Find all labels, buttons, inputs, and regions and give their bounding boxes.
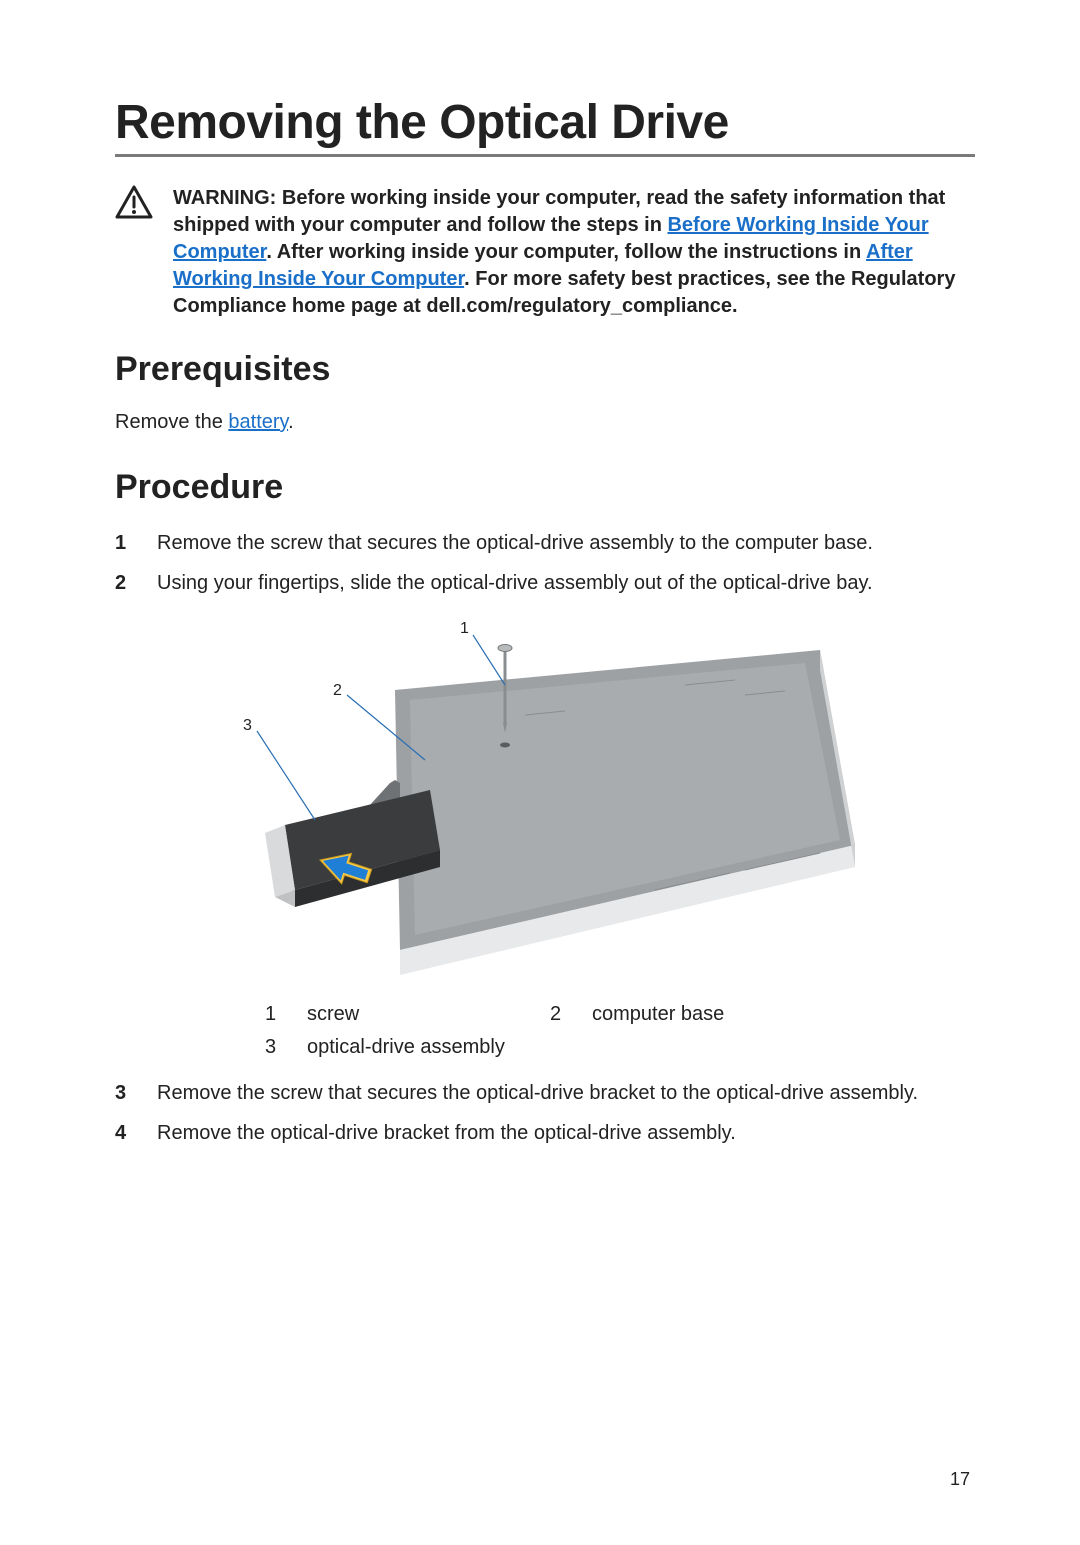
prerequisite-line: Remove the battery. <box>115 411 975 434</box>
step-text: Remove the optical-drive bracket from th… <box>157 1119 736 1147</box>
procedure-step: 2 Using your fingertips, slide the optic… <box>115 569 975 597</box>
figure-diagram: 1 2 3 <box>115 615 975 985</box>
step-text: Remove the screw that secures the optica… <box>157 1079 918 1107</box>
prereq-before: Remove the <box>115 411 228 433</box>
link-battery[interactable]: battery <box>228 411 288 433</box>
procedure-step: 4 Remove the optical-drive bracket from … <box>115 1119 975 1147</box>
callout-3: 3 <box>243 717 252 734</box>
page-number: 17 <box>950 1469 970 1490</box>
step-number: 3 <box>115 1079 139 1107</box>
prereq-after: . <box>288 411 294 433</box>
legend-label: computer base <box>592 1003 825 1026</box>
legend-num: 3 <box>265 1036 297 1059</box>
legend-label: screw <box>307 1003 540 1026</box>
step-number: 4 <box>115 1119 139 1147</box>
procedure-step: 1 Remove the screw that secures the opti… <box>115 529 975 557</box>
warning-prefix: WARNING: <box>173 187 282 209</box>
warning-block: WARNING: Before working inside your comp… <box>115 185 975 320</box>
warning-icon <box>115 185 155 320</box>
legend-num: 1 <box>265 1003 297 1026</box>
legend-label: optical-drive assembly <box>307 1036 540 1059</box>
procedure-list: 1 Remove the screw that secures the opti… <box>115 529 975 597</box>
step-text: Remove the screw that secures the optica… <box>157 529 873 557</box>
procedure-step: 3 Remove the screw that secures the opti… <box>115 1079 975 1107</box>
warning-part2: . After working inside your computer, fo… <box>266 241 866 263</box>
legend-num: 2 <box>550 1003 582 1026</box>
callout-1: 1 <box>460 620 469 637</box>
step-number: 1 <box>115 529 139 557</box>
section-prerequisites: Prerequisites <box>115 350 975 389</box>
step-text: Using your fingertips, slide the optical… <box>157 569 873 597</box>
page-title: Removing the Optical Drive <box>115 95 975 157</box>
figure-legend: 1 screw 2 computer base 3 optical-drive … <box>265 1003 825 1059</box>
callout-2: 2 <box>333 682 342 699</box>
step-number: 2 <box>115 569 139 597</box>
section-procedure: Procedure <box>115 468 975 507</box>
warning-text: WARNING: Before working inside your comp… <box>173 185 975 320</box>
procedure-list-cont: 3 Remove the screw that secures the opti… <box>115 1079 975 1147</box>
